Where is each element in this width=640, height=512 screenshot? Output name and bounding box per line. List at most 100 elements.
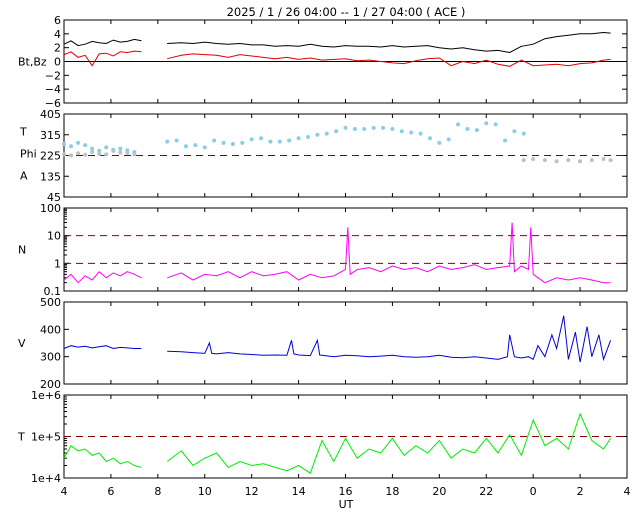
data-point bbox=[437, 140, 442, 145]
data-point bbox=[512, 129, 517, 134]
x-tick-label: 8 bbox=[154, 485, 161, 498]
panel-frame bbox=[63, 207, 628, 292]
x-tick-label: 16 bbox=[339, 485, 353, 498]
data-point bbox=[608, 158, 613, 163]
y-axis-label: T bbox=[19, 126, 27, 139]
data-point bbox=[90, 150, 95, 155]
y-axis-label: T bbox=[17, 431, 25, 444]
data-point bbox=[578, 159, 583, 164]
y-tick-label: 10 bbox=[47, 230, 61, 243]
data-point bbox=[104, 145, 109, 150]
data-point bbox=[249, 137, 254, 142]
series-line bbox=[63, 444, 142, 468]
data-point bbox=[193, 143, 198, 148]
data-point bbox=[240, 140, 245, 145]
series-line bbox=[167, 31, 611, 54]
x-tick-label: 4 bbox=[624, 485, 631, 498]
data-point bbox=[62, 141, 66, 146]
data-point bbox=[446, 137, 451, 142]
data-point bbox=[589, 158, 594, 163]
data-point bbox=[521, 158, 526, 163]
y-tick-label: −6 bbox=[45, 97, 61, 110]
series-line bbox=[167, 53, 611, 67]
data-point bbox=[183, 144, 188, 149]
data-point bbox=[531, 156, 536, 161]
data-point bbox=[83, 152, 88, 157]
y-tick-label: −2 bbox=[45, 69, 61, 82]
y-tick-label: 1e+4 bbox=[31, 472, 61, 485]
x-tick-label: 22 bbox=[479, 485, 493, 498]
data-point bbox=[409, 130, 414, 135]
data-point bbox=[390, 126, 395, 131]
data-point bbox=[503, 138, 508, 143]
y-tick-label: 225 bbox=[40, 150, 61, 163]
data-point bbox=[554, 159, 559, 164]
data-point bbox=[125, 150, 130, 155]
series-line bbox=[63, 38, 142, 47]
y-tick-label: 200 bbox=[40, 378, 61, 391]
y-axis-label: Bt,Bz bbox=[18, 56, 47, 69]
data-point bbox=[202, 145, 207, 150]
y-tick-label: 1 bbox=[54, 257, 61, 270]
data-point bbox=[381, 125, 386, 130]
y-tick-label: 0.1 bbox=[44, 285, 62, 298]
x-tick-label: 6 bbox=[107, 485, 114, 498]
y-tick-label: 45 bbox=[47, 191, 61, 204]
data-point bbox=[305, 135, 310, 140]
chart-panels: 6420−2−4−6Bt,Bz40531522513545TPhiA100101… bbox=[17, 14, 628, 485]
x-tick-label: 14 bbox=[292, 485, 306, 498]
data-point bbox=[371, 125, 376, 130]
data-point bbox=[76, 151, 81, 156]
x-axis: 4 6 8 10 12 14 16 18 20 22 0 2 4 bbox=[61, 485, 631, 498]
data-point bbox=[104, 152, 109, 157]
data-point bbox=[465, 126, 470, 131]
x-tick-label: 10 bbox=[198, 485, 212, 498]
y-tick-label: 2 bbox=[54, 42, 61, 55]
y-tick-label: 500 bbox=[40, 296, 61, 309]
data-point bbox=[566, 158, 571, 163]
y-tick-label: −4 bbox=[45, 83, 61, 96]
y-axis-label: A bbox=[20, 170, 28, 183]
panel-velocity: 500 400 300 200 V bbox=[18, 296, 628, 391]
data-point bbox=[315, 132, 320, 137]
data-point bbox=[324, 131, 329, 136]
data-point bbox=[427, 136, 432, 141]
y-tick-label: 0 bbox=[54, 56, 61, 69]
series-line bbox=[63, 345, 142, 350]
data-point bbox=[287, 138, 292, 143]
data-point bbox=[352, 126, 357, 131]
data-point bbox=[343, 125, 348, 130]
data-point bbox=[456, 122, 461, 127]
data-point bbox=[62, 152, 66, 157]
x-tick-label: 2 bbox=[577, 485, 584, 498]
data-point bbox=[132, 152, 137, 157]
y-tick-label: 315 bbox=[40, 129, 61, 142]
data-point bbox=[125, 148, 130, 153]
x-tick-label: 12 bbox=[245, 485, 259, 498]
data-point bbox=[97, 151, 102, 156]
y-tick-label: 100 bbox=[40, 202, 61, 215]
x-tick-label: 20 bbox=[432, 485, 446, 498]
data-point bbox=[230, 141, 235, 146]
data-point bbox=[69, 153, 74, 158]
y-tick-label: 1e+6 bbox=[31, 389, 61, 402]
data-point bbox=[474, 128, 479, 133]
data-point bbox=[362, 126, 367, 131]
data-point bbox=[221, 140, 226, 145]
data-point bbox=[76, 140, 81, 145]
data-point bbox=[90, 146, 95, 151]
data-point bbox=[165, 139, 170, 144]
data-point bbox=[118, 150, 123, 155]
y-axis-label: N bbox=[18, 244, 26, 257]
y-tick-label: 4 bbox=[54, 28, 61, 41]
y-tick-label: 405 bbox=[40, 108, 61, 121]
series-line bbox=[167, 222, 611, 284]
data-point bbox=[268, 139, 273, 144]
data-point bbox=[277, 139, 282, 144]
y-tick-label: 400 bbox=[40, 323, 61, 336]
data-point bbox=[399, 129, 404, 134]
y-axis-label: V bbox=[18, 337, 26, 350]
data-point bbox=[484, 121, 489, 126]
